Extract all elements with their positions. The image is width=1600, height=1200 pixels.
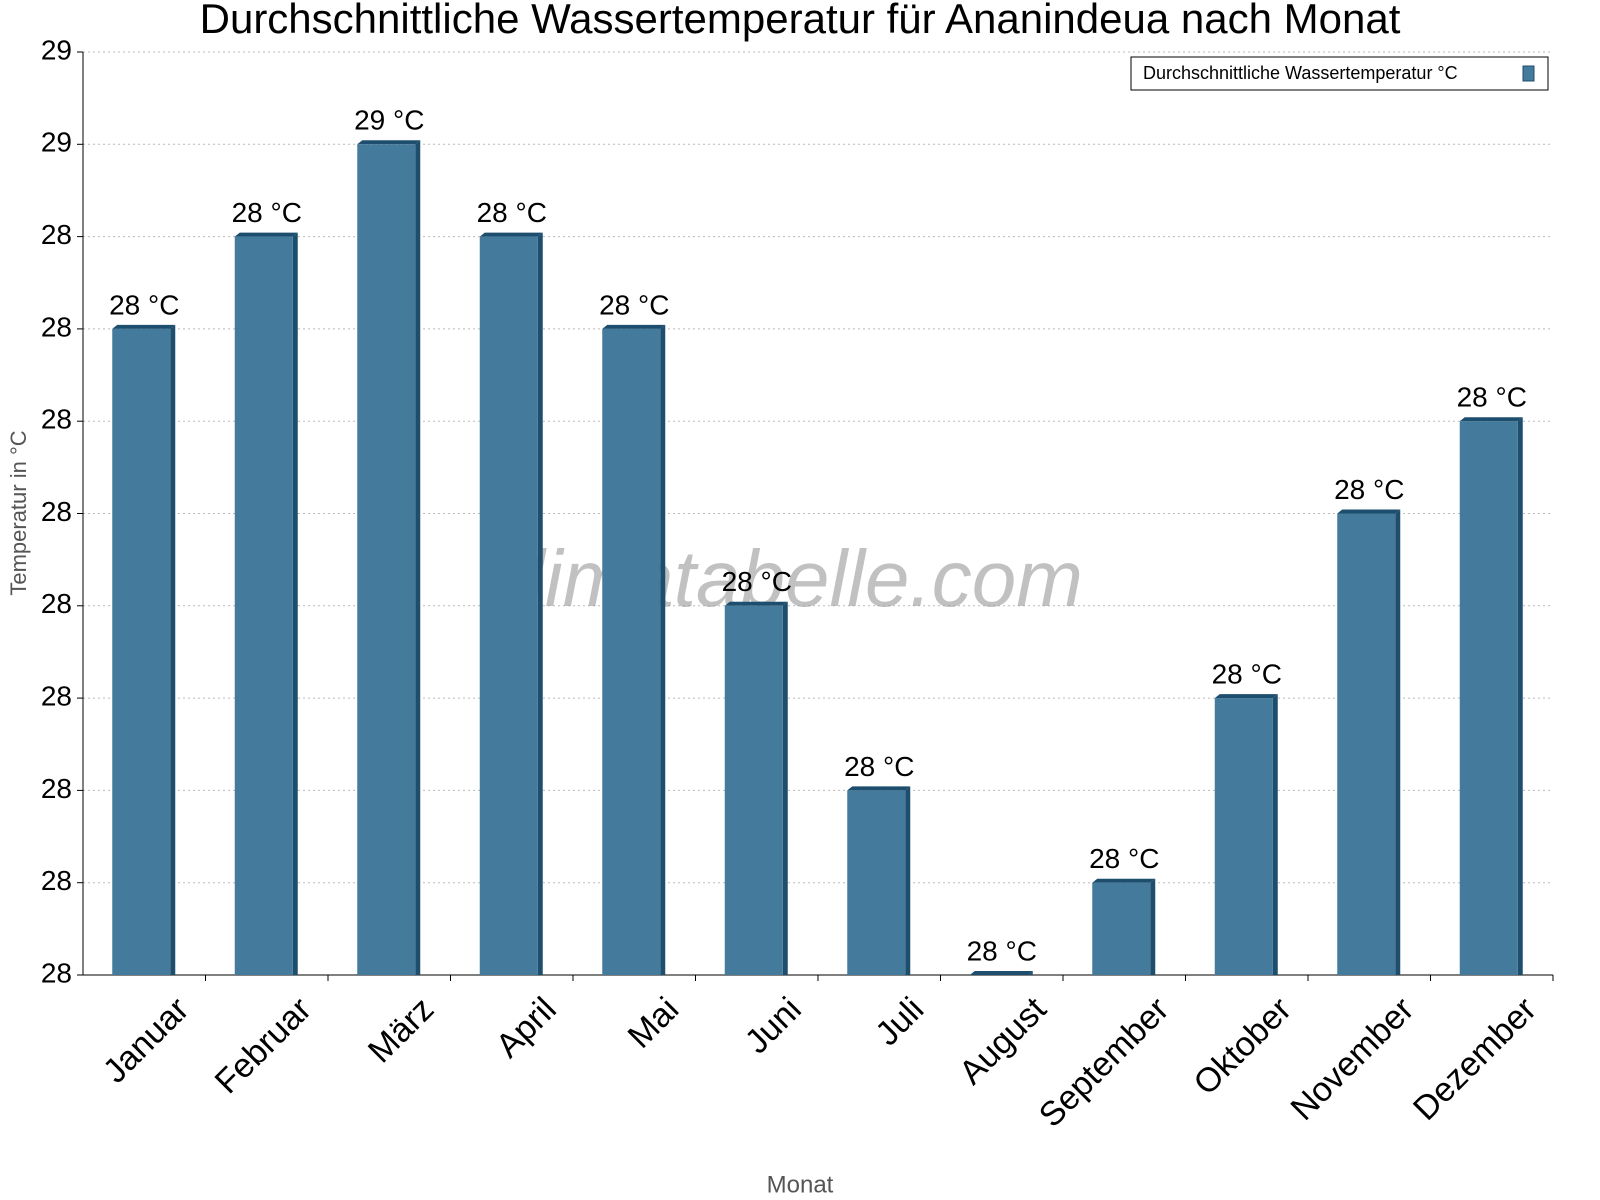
bar <box>357 144 416 976</box>
y-tick-label: 28 <box>41 588 72 619</box>
bar-edge <box>1214 694 1278 699</box>
y-tick-label: 28 <box>41 865 72 896</box>
x-tick-label: Mai <box>621 990 687 1056</box>
y-tick-label: 28 <box>41 773 72 804</box>
y-tick-label: 28 <box>41 311 72 342</box>
bar <box>479 236 538 976</box>
y-tick-label: 29 <box>41 34 72 65</box>
bar-edge <box>847 786 911 791</box>
legend-swatch <box>1522 65 1535 82</box>
bar-edge <box>724 601 788 606</box>
value-label: 28 °C <box>109 289 179 320</box>
x-tick-label: Juli <box>868 990 931 1053</box>
bar <box>1459 421 1518 975</box>
y-tick-label: 28 <box>41 496 72 527</box>
bar-edge <box>969 971 1033 975</box>
bar-edge <box>1092 878 1156 883</box>
x-axis-title: Monat <box>767 1171 834 1198</box>
bar <box>1214 698 1273 975</box>
y-tick-label: 29 <box>41 127 72 158</box>
value-label: 28 °C <box>1457 382 1527 413</box>
value-label: 28 °C <box>1212 658 1282 689</box>
bar-edge <box>1395 509 1401 975</box>
bar-edge <box>905 786 911 975</box>
x-tick-label: Dezember <box>1406 990 1544 1128</box>
y-tick-label: 28 <box>41 680 72 711</box>
bar <box>1337 513 1396 975</box>
bar-edge <box>357 140 421 145</box>
bar-edge <box>170 324 176 975</box>
value-label: 28 °C <box>1089 843 1159 874</box>
bar <box>1092 882 1151 975</box>
y-tick-label: 28 <box>41 957 72 988</box>
bar-edge <box>1150 878 1156 975</box>
bar-edge <box>234 232 298 237</box>
bar <box>724 605 783 975</box>
bar-edge <box>292 232 298 976</box>
bar-edge <box>782 601 788 975</box>
bar-edge <box>537 232 543 976</box>
y-axis-title: Temperatur in °C <box>6 430 31 595</box>
bar <box>602 328 661 975</box>
value-label: 28 °C <box>232 197 302 228</box>
x-tick-label: Oktober <box>1186 990 1298 1102</box>
x-tick-label: November <box>1283 990 1421 1128</box>
bar-edge <box>1459 417 1523 422</box>
bar <box>847 790 906 975</box>
value-label: 28 °C <box>1334 474 1404 505</box>
value-label: 28 °C <box>477 197 547 228</box>
bar <box>234 236 293 976</box>
legend-box <box>1130 56 1549 91</box>
value-label: 29 °C <box>354 105 424 136</box>
y-tick-label: 28 <box>41 219 72 250</box>
bar-edge <box>660 324 666 975</box>
bar-edge <box>479 232 543 237</box>
legend-label: Durchschnittliche Wassertemperatur °C <box>1143 63 1458 83</box>
bar-edge <box>602 324 666 329</box>
value-label: 28 °C <box>844 751 914 782</box>
x-tick-label: Februar <box>208 990 319 1101</box>
value-label: 28 °C <box>599 289 669 320</box>
bar-edge <box>1272 694 1278 975</box>
bar-edge <box>415 140 421 976</box>
x-tick-label: August <box>952 990 1054 1092</box>
x-tick-label: April <box>489 990 564 1065</box>
chart-title: Durchschnittliche Wassertemperatur für A… <box>200 0 1401 42</box>
bar-edge <box>112 324 176 329</box>
bar-edge <box>1337 509 1401 514</box>
value-label: 28 °C <box>967 935 1037 966</box>
x-tick-label: Juni <box>738 990 809 1061</box>
x-tick-label: September <box>1032 990 1176 1134</box>
bar-edge <box>1517 417 1523 975</box>
bar <box>112 328 171 975</box>
y-tick-label: 28 <box>41 404 72 435</box>
value-label: 28 °C <box>722 566 792 597</box>
x-tick-label: Januar <box>96 990 196 1090</box>
x-tick-label: März <box>361 990 441 1070</box>
